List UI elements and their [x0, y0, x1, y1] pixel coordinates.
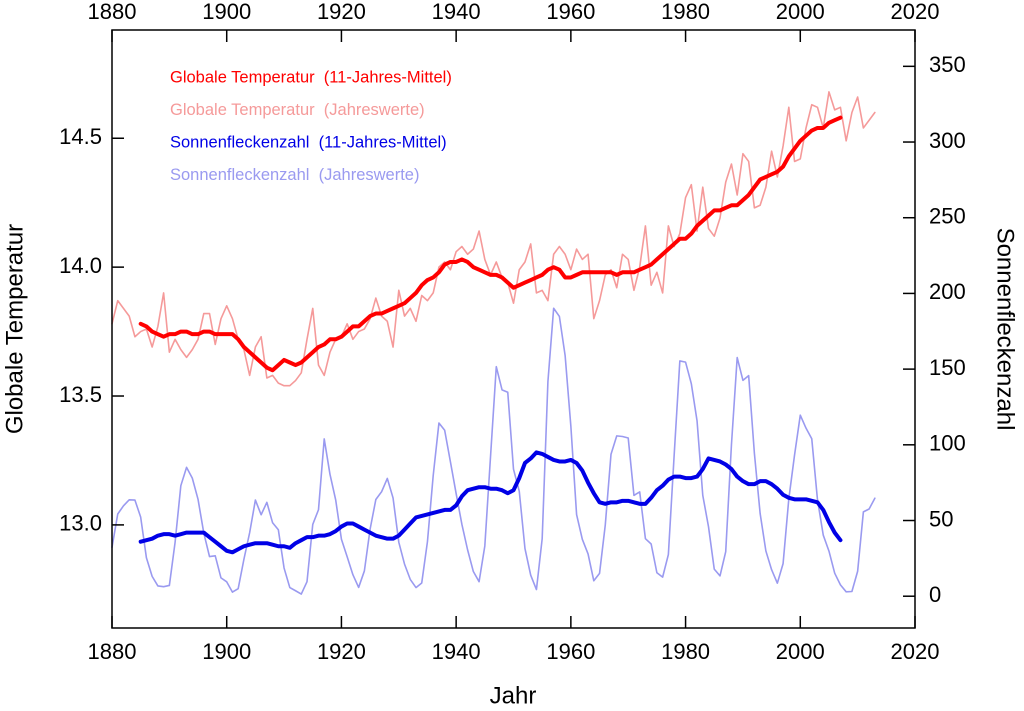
- legend-label: Sonnenfleckenzahl (11-Jahres-Mittel): [170, 133, 447, 151]
- legend-label: Globale Temperatur (Jahreswerte): [170, 101, 425, 119]
- y-tick-label: 13.0: [59, 511, 102, 536]
- x-tick-label: 1960: [546, 639, 595, 664]
- x-tick-label: 1920: [317, 639, 366, 664]
- y-tick-label: 14.0: [59, 253, 102, 278]
- plot-frame: [111, 29, 916, 629]
- series-line: [138, 450, 843, 555]
- y2-tick-label: 150: [929, 355, 966, 380]
- series-line: [111, 307, 876, 595]
- x-tick-label: 2020: [891, 639, 940, 664]
- y2-tick-label: 0: [929, 582, 941, 607]
- x-tick-label: 1880: [88, 639, 137, 664]
- plot-area: [111, 91, 876, 595]
- y2-tick-label: 250: [929, 204, 966, 229]
- legend-label: Globale Temperatur (11-Jahres-Mittel): [170, 68, 452, 86]
- x-tick-label: 1940: [432, 639, 481, 664]
- x-tick-label-top: 1960: [546, 0, 595, 24]
- x-tick-label-top: 2000: [776, 0, 825, 24]
- series-line: [138, 115, 843, 373]
- y-tick-label: 13.5: [59, 382, 102, 407]
- x-tick-label-top: 1980: [661, 0, 710, 24]
- x-tick-label-top: 1900: [202, 0, 251, 24]
- x-tick-label-top: 1880: [88, 0, 137, 24]
- x-tick-label: 2000: [776, 639, 825, 664]
- y2-tick-label: 350: [929, 52, 966, 77]
- x-tick-label-top: 1920: [317, 0, 366, 24]
- y-axis-label: Globale Temperatur: [1, 224, 28, 434]
- y2-tick-label: 50: [929, 506, 953, 531]
- y2-tick-label: 200: [929, 279, 966, 304]
- x-tick-label: 1900: [202, 639, 251, 664]
- y2-tick-label: 100: [929, 431, 966, 456]
- x-tick-label: 1980: [661, 639, 710, 664]
- y-tick-label: 14.5: [59, 124, 102, 149]
- y2-tick-label: 300: [929, 128, 966, 153]
- x-axis-label: Jahr: [490, 682, 537, 709]
- legend-label: Sonnenfleckenzahl (Jahreswerte): [170, 166, 419, 184]
- x-tick-label-top: 2020: [891, 0, 940, 24]
- y2-axis-label: Sonnenfleckenzahl: [992, 228, 1019, 431]
- x-tick-label-top: 1940: [432, 0, 481, 24]
